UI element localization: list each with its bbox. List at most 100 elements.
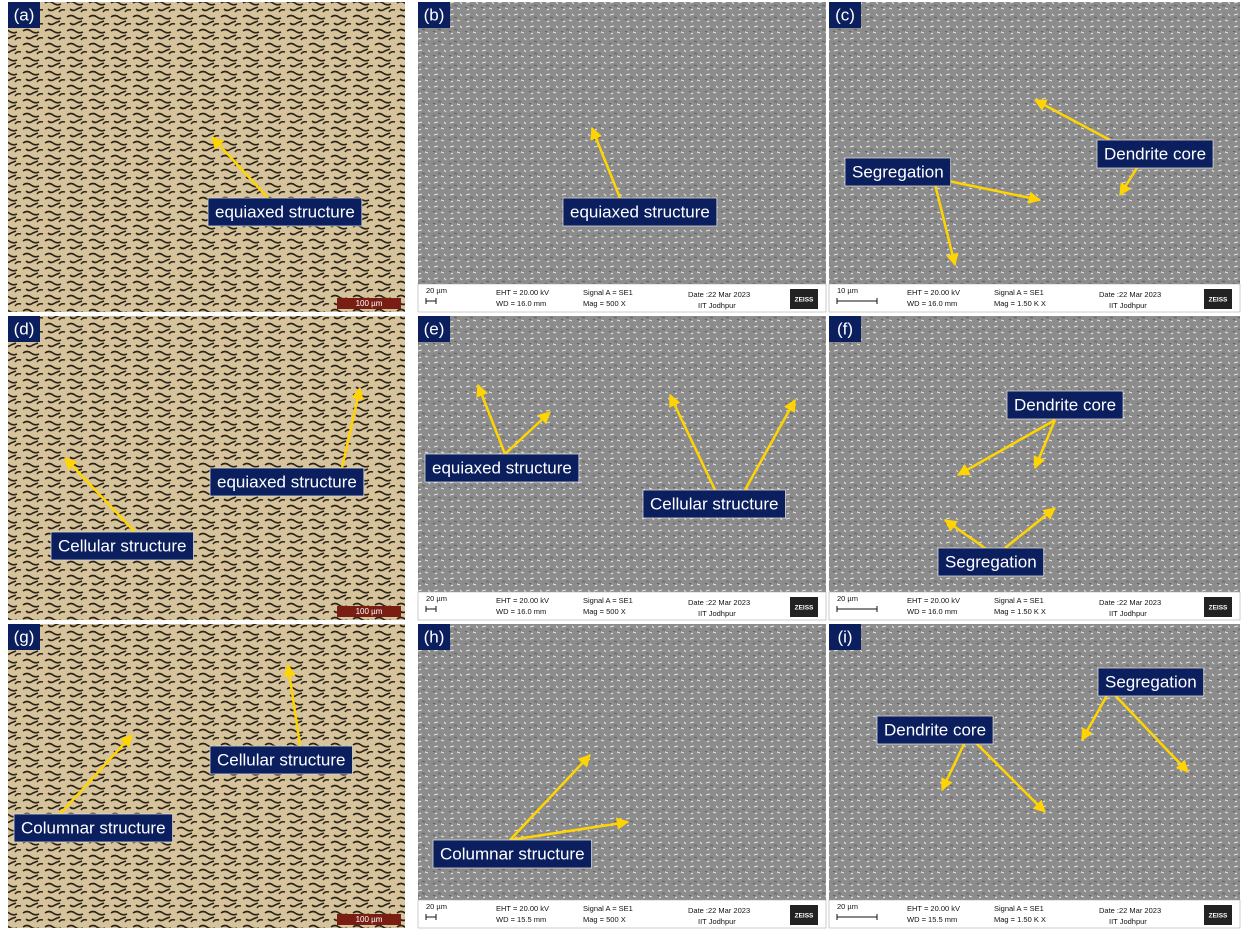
annotation: Dendrite core — [884, 720, 986, 739]
panel-label-box — [8, 624, 40, 650]
annotation: Segregation — [1105, 672, 1197, 691]
mag: Mag = 1.50 K X — [994, 915, 1046, 924]
arrow — [930, 171, 959, 267]
panel: (e) 20 µm EHT = 20.00 kV WD = 16.0 mm Signal… — [417, 316, 827, 621]
scale-label: 20 µm — [426, 902, 447, 911]
mag: Mag = 1.50 K X — [994, 607, 1046, 616]
annotation: equiaxed structure — [432, 458, 572, 477]
wd: WD = 16.0 mm — [496, 299, 546, 308]
annotation: Columnar structure — [21, 818, 166, 837]
annotation-box — [876, 715, 994, 745]
institute: IIT Jodhpur — [698, 301, 736, 310]
signal: Signal A = SE1 — [994, 596, 1044, 605]
panel-label-box — [418, 2, 450, 28]
scale-label: 20 µm — [837, 902, 858, 911]
arrow — [211, 136, 269, 199]
scale-bar — [836, 298, 878, 304]
panel-label-box — [8, 2, 40, 28]
micrograph — [8, 2, 405, 312]
annotation-box — [13, 813, 173, 843]
logo-box — [790, 597, 818, 617]
logo: ZEISS — [1209, 297, 1228, 304]
scale-bar — [425, 606, 437, 612]
arrow — [476, 383, 507, 455]
scale-label: 20 µm — [426, 286, 447, 295]
signal: Signal A = SE1 — [994, 288, 1044, 297]
scale-bar — [337, 606, 401, 617]
panel: (d) 100 µm equiaxed structure Cellular stru… — [8, 316, 405, 620]
panel: (g) 100 µm Columnar structure Cellular stru… — [8, 624, 405, 928]
arrow — [743, 398, 797, 491]
eht: EHT = 20.00 kV — [496, 596, 549, 605]
annotation-box — [1096, 139, 1214, 169]
annotation: equiaxed structure — [570, 202, 710, 221]
logo: ZEISS — [1209, 913, 1228, 920]
annotation-box — [642, 489, 786, 519]
annotation-box — [432, 839, 592, 869]
wd: WD = 15.5 mm — [496, 915, 546, 924]
annotation-box — [937, 547, 1045, 577]
arrow — [509, 754, 591, 841]
logo: ZEISS — [795, 297, 814, 304]
annotation: Cellular structure — [650, 494, 779, 513]
annotation-box — [1006, 390, 1124, 420]
panel: (i) 20 µm EHT = 20.00 kV WD = 15.5 mm Signal… — [828, 624, 1241, 929]
signal: Signal A = SE1 — [583, 288, 633, 297]
wd: WD = 16.0 mm — [496, 607, 546, 616]
info-bar — [417, 899, 827, 929]
panel-label: (h) — [424, 627, 445, 646]
annotation: Columnar structure — [440, 844, 585, 863]
arrow — [64, 457, 136, 533]
panel: (h) 20 µm EHT = 20.00 kV WD = 15.5 mm Signal… — [417, 624, 827, 929]
scale-bar — [836, 606, 878, 612]
arrow — [956, 418, 1056, 477]
scale-label: 20 µm — [837, 594, 858, 603]
info-bar — [828, 283, 1241, 313]
panel-label-box — [418, 316, 450, 342]
mag: Mag = 500 X — [583, 299, 626, 308]
logo-box — [790, 905, 818, 925]
panel-label: (b) — [424, 5, 445, 24]
arrow — [1004, 507, 1056, 549]
panel-label: (c) — [835, 5, 855, 24]
info-bar — [417, 591, 827, 621]
info-bar — [828, 591, 1241, 621]
panel-label: (f) — [837, 319, 853, 338]
info-bar — [828, 899, 1241, 929]
scale-bar — [337, 914, 401, 925]
date: Date :22 Mar 2023 — [688, 906, 750, 915]
signal: Signal A = SE1 — [583, 904, 633, 913]
annotation: Segregation — [945, 552, 1037, 571]
arrow — [940, 741, 967, 792]
date: Date :22 Mar 2023 — [1099, 906, 1161, 915]
micrograph — [418, 2, 826, 284]
date: Date :22 Mar 2023 — [688, 290, 750, 299]
arrow — [59, 734, 133, 815]
panel-label-box — [829, 316, 861, 342]
date: Date :22 Mar 2023 — [1099, 598, 1161, 607]
panel-label-box — [829, 624, 861, 650]
arrow — [668, 393, 717, 491]
info-bar — [417, 283, 827, 313]
institute: IIT Jodhpur — [1109, 301, 1147, 310]
eht: EHT = 20.00 kV — [907, 596, 960, 605]
panel-label: (d) — [14, 319, 35, 338]
signal: Signal A = SE1 — [994, 904, 1044, 913]
scale-bar — [836, 914, 878, 920]
annotation-box — [1097, 667, 1205, 697]
scale-bar-label: 100 µm — [356, 915, 383, 924]
annotation-box — [207, 197, 363, 227]
annotation-box — [844, 157, 952, 187]
arrow — [1080, 689, 1112, 742]
micrograph — [8, 624, 405, 928]
arrow — [974, 741, 1046, 813]
panel-label: (e) — [424, 319, 445, 338]
annotation-box — [562, 197, 718, 227]
institute: IIT Jodhpur — [698, 917, 736, 926]
mag: Mag = 500 X — [583, 607, 626, 616]
annotation: equiaxed structure — [217, 472, 357, 491]
panel-label-box — [829, 2, 861, 28]
mag: Mag = 1.50 K X — [994, 299, 1046, 308]
logo: ZEISS — [795, 913, 814, 920]
